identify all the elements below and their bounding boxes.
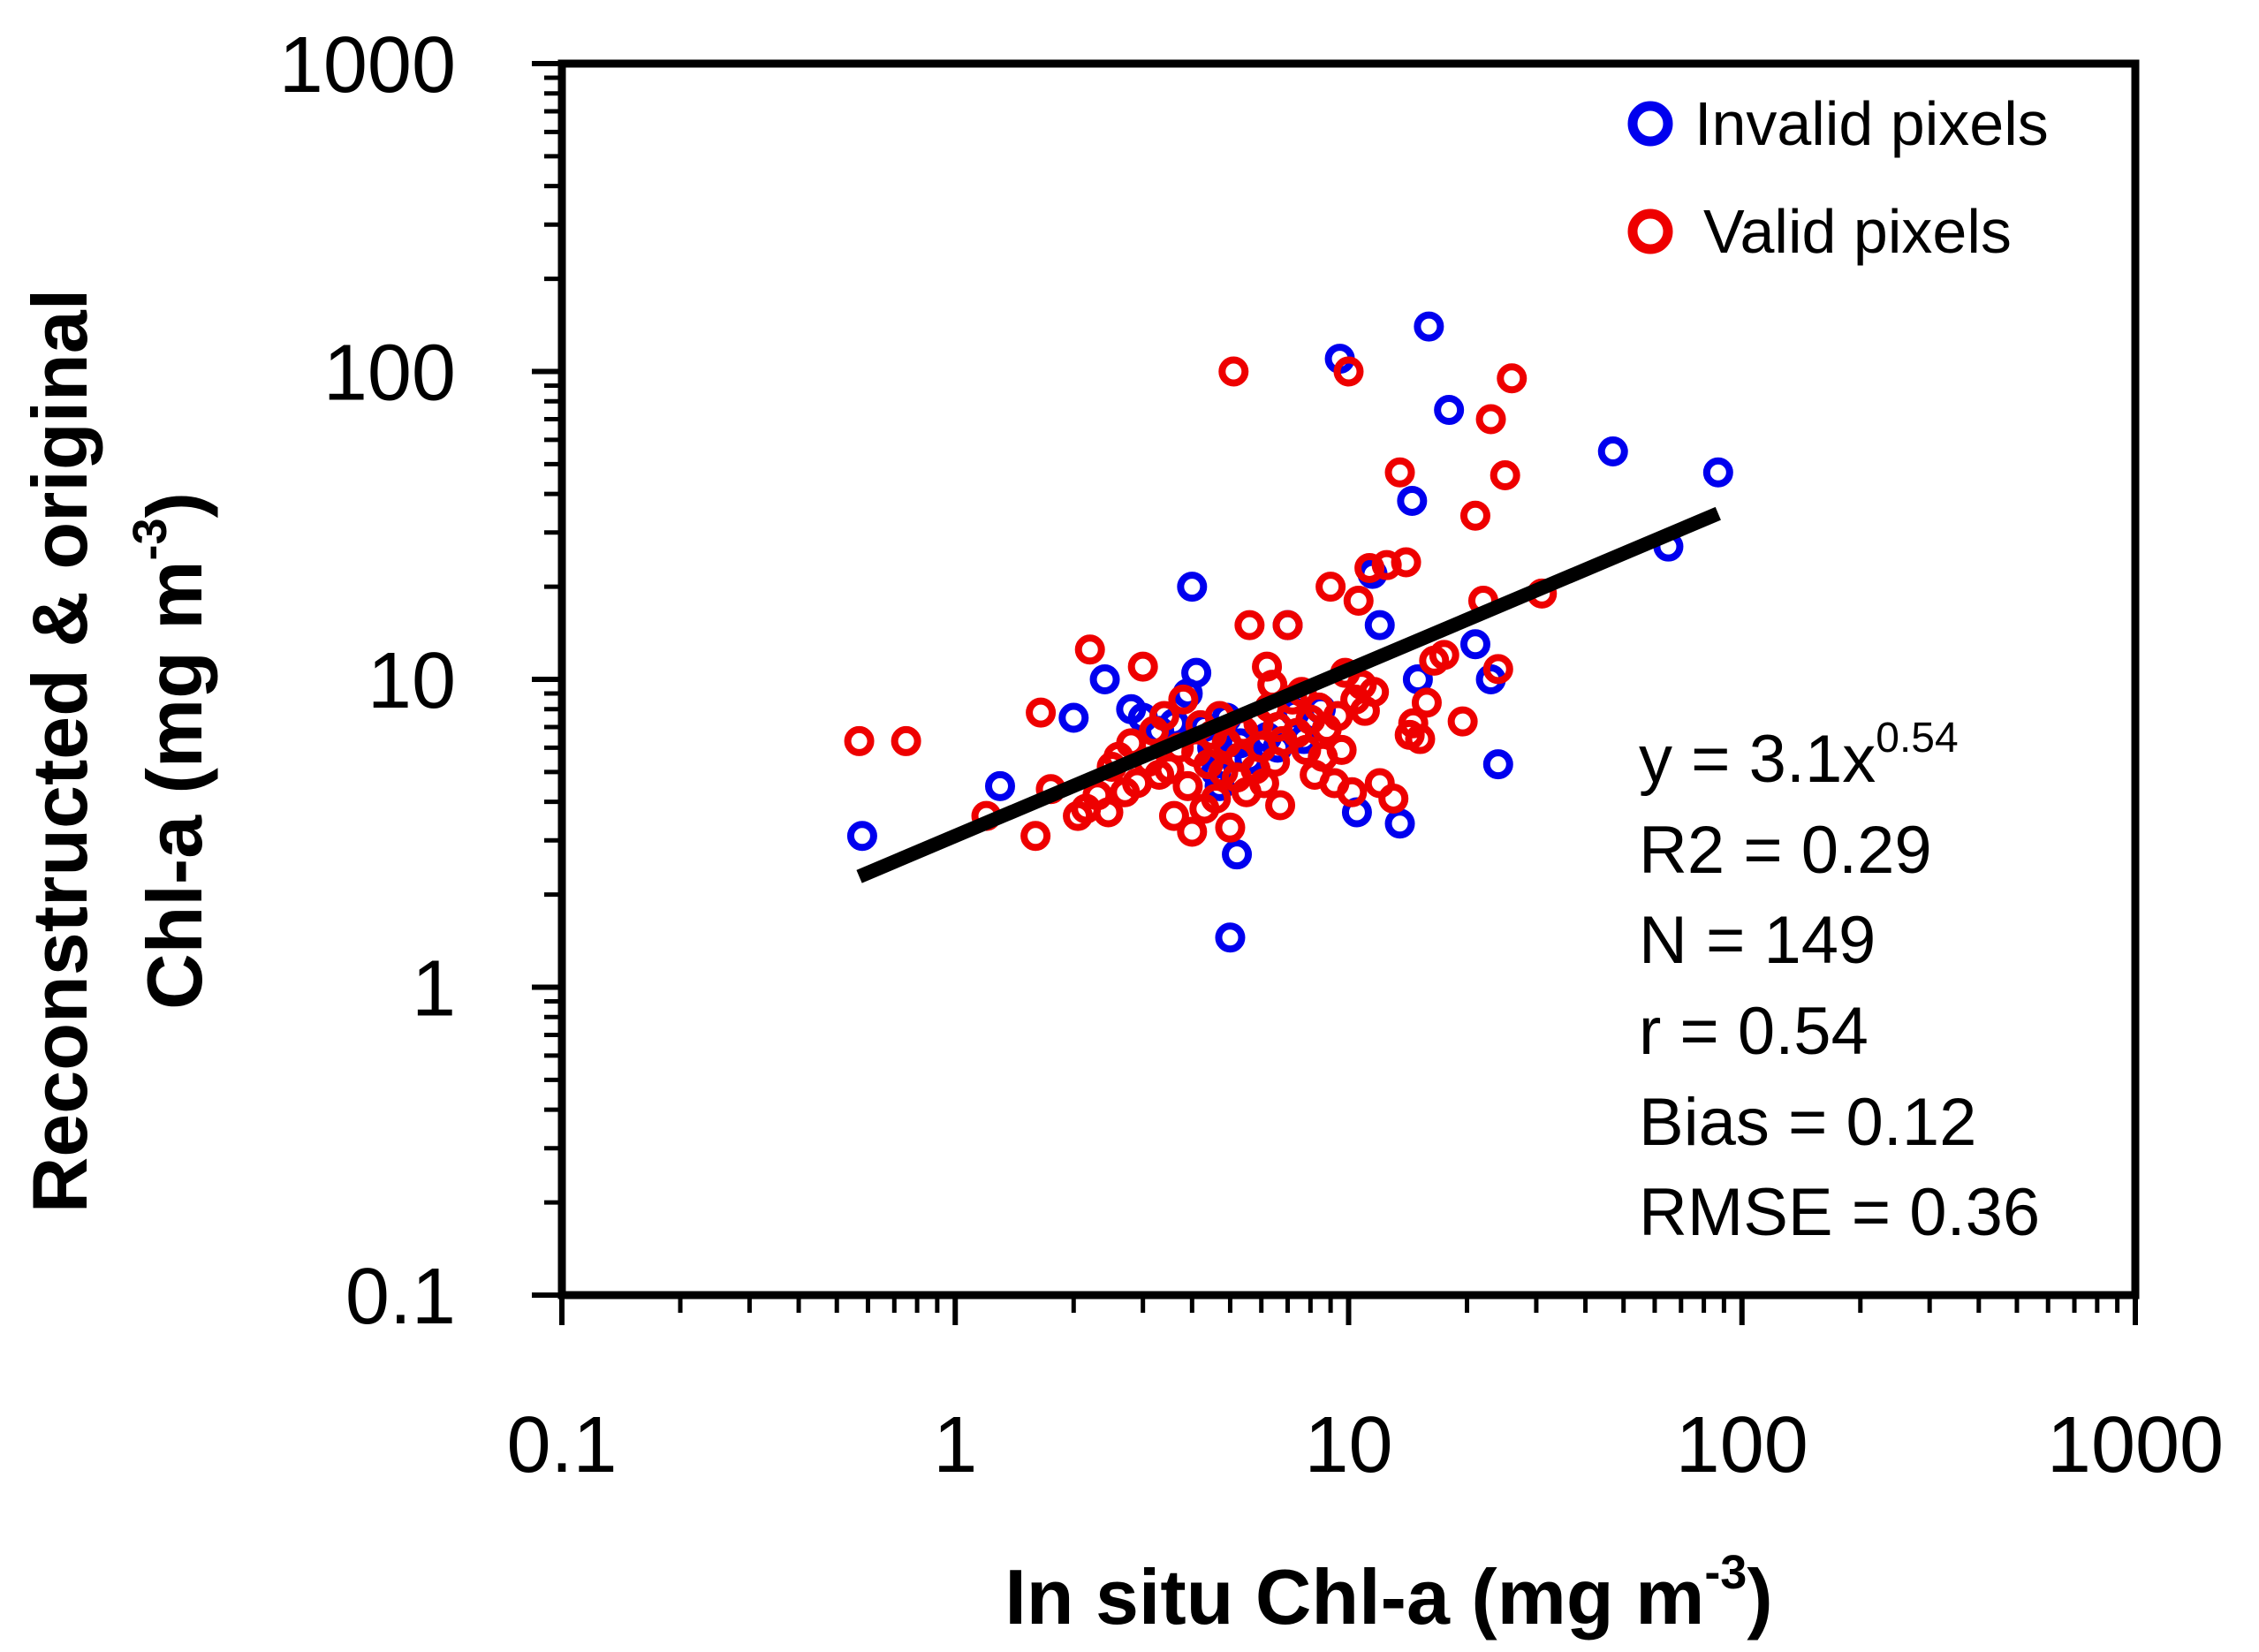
- invalid-pixel-point: [1364, 610, 1395, 640]
- valid-pixel-point: [1337, 777, 1368, 807]
- valid-pixel-point: [1459, 500, 1490, 531]
- invalid-pixel-point: [1177, 572, 1208, 602]
- stat-r: r = 0.54: [1639, 994, 1869, 1069]
- invalid-pixel-point: [1222, 839, 1253, 870]
- stat-n: N = 149: [1639, 903, 1876, 978]
- invalid-pixel-point: [1384, 808, 1415, 839]
- x-axis-title-sup: -3: [1704, 1546, 1747, 1599]
- invalid-pixel-point: [1414, 311, 1444, 342]
- invalid-pixel-point: [1702, 457, 1733, 488]
- data-points: [844, 311, 1733, 953]
- x-tick-label: 0.1: [506, 1401, 617, 1489]
- y-tick-label: 1000: [279, 21, 456, 110]
- invalid-pixel-point: [1181, 657, 1212, 688]
- x-tick-label: 1000: [2047, 1401, 2224, 1489]
- valid-pixel-point: [1020, 821, 1051, 852]
- y-tick-label: 1: [412, 945, 456, 1034]
- valid-pixel-point: [1447, 706, 1478, 737]
- invalid-pixel-point: [1434, 395, 1465, 426]
- valid-pixel-point: [1323, 701, 1353, 731]
- legend-marker-invalid: [1627, 101, 1673, 147]
- valid-pixel-point: [1218, 356, 1249, 387]
- statistics-annotation: y = 3.1x0.54 R2 = 0.29 N = 149 r = 0.54 …: [1639, 715, 2040, 1250]
- legend-label-invalid: Invalid pixels: [1694, 89, 2049, 158]
- valid-pixel-point: [1093, 797, 1124, 828]
- legend-label-valid: Valid pixels: [1703, 197, 2012, 266]
- valid-pixel-point: [1411, 687, 1442, 718]
- valid-pixel-point: [1272, 610, 1303, 640]
- fit-line: [856, 506, 1721, 883]
- x-axis-title: In situ Chl-a (mg m-3): [1004, 1546, 1772, 1641]
- tick-labels: 0.1 1 10 100 1000 0.1 1 10 100 1000: [279, 21, 2224, 1489]
- invalid-pixel-point: [1397, 485, 1428, 516]
- valid-pixel-point: [1359, 677, 1390, 708]
- x-axis-title-main: In situ Chl-a (mg m: [1004, 1553, 1704, 1641]
- x-tick-label: 10: [1304, 1401, 1392, 1489]
- valid-pixel-point: [1177, 816, 1208, 847]
- valid-pixel-point: [1391, 547, 1421, 578]
- valid-pixel-point: [1384, 457, 1415, 488]
- valid-pixel-point: [1215, 812, 1246, 843]
- valid-pixel-point: [1405, 724, 1436, 754]
- fit-equation-base: y = 3.1x: [1639, 722, 1876, 797]
- valid-pixel-point: [1333, 356, 1364, 387]
- valid-pixel-point: [1378, 783, 1409, 814]
- invalid-pixel-point: [984, 770, 1015, 801]
- y-axis-title-sup: -3: [124, 518, 177, 560]
- y-axis-title-line1: Reconstructed & original: [16, 289, 103, 1213]
- invalid-pixel-point: [1597, 436, 1628, 466]
- valid-pixel-point: [1127, 651, 1158, 682]
- valid-pixel-point: [1234, 610, 1265, 640]
- y-axis-title-line2: Chl-a (mg m-3): [124, 492, 218, 1010]
- valid-pixel-point: [1265, 790, 1296, 821]
- valid-pixel-point: [1354, 552, 1385, 583]
- valid-pixel-point: [1158, 800, 1189, 831]
- y-tick-label: 0.1: [345, 1253, 456, 1341]
- valid-pixel-point: [1148, 701, 1179, 731]
- invalid-pixel-point: [1215, 922, 1246, 953]
- invalid-pixel-point: [1459, 629, 1490, 660]
- valid-pixel-point: [1497, 363, 1527, 394]
- invalid-pixel-point: [1058, 702, 1089, 733]
- valid-pixel-point: [1343, 586, 1374, 617]
- valid-pixel-point: [1315, 572, 1346, 602]
- invalid-pixel-point: [1482, 749, 1513, 780]
- valid-pixel-point: [1475, 404, 1506, 435]
- valid-pixel-point: [1490, 460, 1520, 491]
- valid-pixel-point: [1168, 684, 1199, 715]
- valid-pixel-point: [1429, 640, 1459, 671]
- valid-pixel-point: [1074, 634, 1105, 665]
- valid-pixel-point: [1201, 783, 1232, 814]
- stat-rmse: RMSE = 0.36: [1639, 1175, 2040, 1250]
- x-tick-label: 100: [1676, 1401, 1808, 1489]
- valid-pixel-point: [1172, 770, 1203, 801]
- valid-pixel-point: [1026, 697, 1057, 728]
- x-tick-label: 1: [933, 1401, 977, 1489]
- legend: Invalid pixels Valid pixels: [1627, 89, 2049, 266]
- valid-pixel-point: [844, 725, 875, 756]
- stat-bias: Bias = 0.12: [1639, 1085, 1976, 1160]
- stat-r2: R2 = 0.29: [1639, 813, 1932, 888]
- y-tick-label: 100: [323, 330, 456, 418]
- legend-marker-valid: [1627, 208, 1673, 254]
- invalid-pixel-point: [1089, 664, 1120, 694]
- y-axis-title-end: ): [131, 492, 218, 518]
- x-axis-title-end: ): [1747, 1553, 1772, 1641]
- fit-equation: y = 3.1x0.54: [1639, 715, 1959, 797]
- y-tick-label: 10: [368, 637, 456, 725]
- invalid-pixel-point: [846, 821, 877, 852]
- axis-ticks: [532, 61, 2138, 1325]
- valid-pixel-point: [1482, 654, 1513, 685]
- fit-equation-exponent: 0.54: [1876, 715, 1958, 762]
- y-axis-title-main: Chl-a (mg m: [131, 560, 218, 1009]
- valid-pixel-point: [891, 725, 921, 756]
- valid-pixel-point: [1326, 734, 1357, 765]
